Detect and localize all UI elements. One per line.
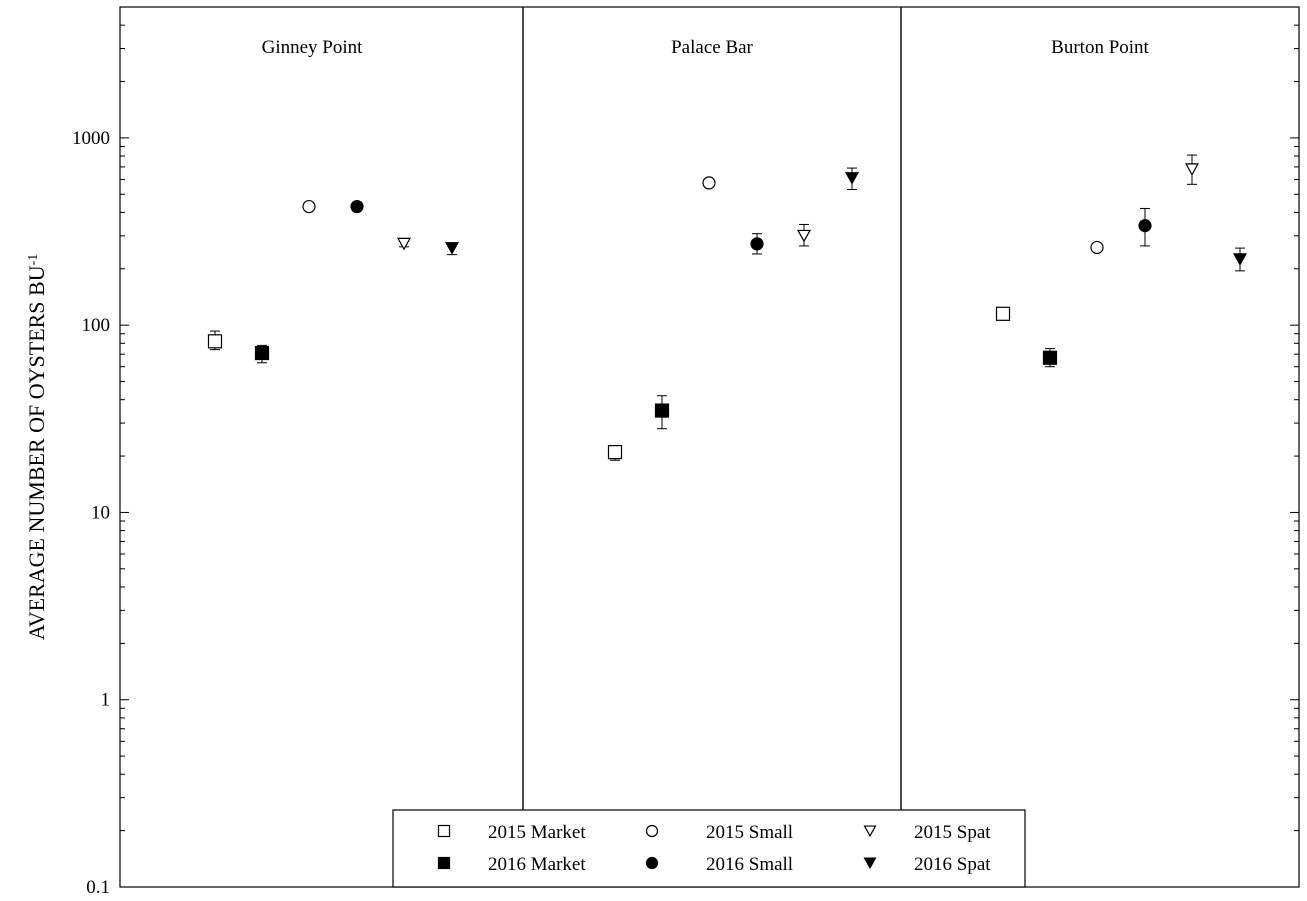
legend-entry-label: 2015 Market xyxy=(488,822,586,843)
legend-entry-label: 2015 Small xyxy=(706,822,793,843)
marker-circle xyxy=(750,237,764,251)
marker-square xyxy=(654,403,670,418)
marker-square xyxy=(995,306,1011,321)
marker-circle xyxy=(1090,240,1104,255)
y-tick-label: 10 xyxy=(91,502,110,523)
marker-circle xyxy=(302,199,316,214)
marker-circle xyxy=(645,824,659,838)
legend-entry-label: 2015 Spat xyxy=(914,822,991,843)
legend-entry-label: 2016 Market xyxy=(488,854,586,875)
panel-dividers xyxy=(522,7,902,887)
legend-box xyxy=(392,809,1026,888)
y-tick-label: 0.1 xyxy=(86,877,110,898)
marker-triangle-down xyxy=(1232,253,1248,266)
y-axis-label: AVERAGE NUMBER OF OYSTERS BU-1 xyxy=(24,254,49,641)
marker-square xyxy=(437,856,451,870)
y-axis-ticks xyxy=(120,6,1299,888)
marker-circle xyxy=(1138,219,1152,233)
legend: 2015 Market 2016 Market 2015 Small 2016 Sma… xyxy=(392,809,1026,888)
marker-triangle-down xyxy=(796,229,812,243)
y-tick-label: 1 xyxy=(101,690,111,711)
marker-triangle-down xyxy=(844,172,860,185)
marker-square xyxy=(437,824,451,838)
marker-triangle-down xyxy=(863,825,877,838)
marker-circle xyxy=(702,176,716,190)
y-axis-label-text: AVERAGE NUMBER OF OYSTERS BU xyxy=(24,265,49,640)
marker-triangle-down xyxy=(863,857,877,870)
legend-entry-label: 2016 Spat xyxy=(914,854,991,875)
panel-label: Burton Point xyxy=(1051,37,1149,58)
y-axis-label-superscript: -1 xyxy=(26,254,41,266)
y-tick-label: 1000 xyxy=(72,128,110,149)
marker-triangle-down xyxy=(444,242,460,255)
y-axis-tick-labels: 0.1 1 10 100 1000 xyxy=(72,128,110,898)
marker-circle xyxy=(350,199,364,214)
y-tick-label: 100 xyxy=(82,315,111,336)
panel-labels: Ginney Point Palace Bar Burton Point xyxy=(262,37,1150,58)
marker-triangle-down xyxy=(396,237,412,251)
error-bars xyxy=(210,154,1245,461)
legend-entry-label: 2016 Small xyxy=(706,854,793,875)
marker-square xyxy=(254,345,270,361)
marker-square xyxy=(1042,350,1058,365)
marker-square xyxy=(207,334,223,349)
panel-label: Ginney Point xyxy=(262,37,364,58)
marker-circle xyxy=(645,856,659,870)
panel-label: Palace Bar xyxy=(671,37,753,58)
marker-triangle-down xyxy=(1184,163,1200,176)
plot-frame xyxy=(119,6,1300,888)
marker-square xyxy=(607,445,623,460)
data-markers xyxy=(207,163,1248,460)
